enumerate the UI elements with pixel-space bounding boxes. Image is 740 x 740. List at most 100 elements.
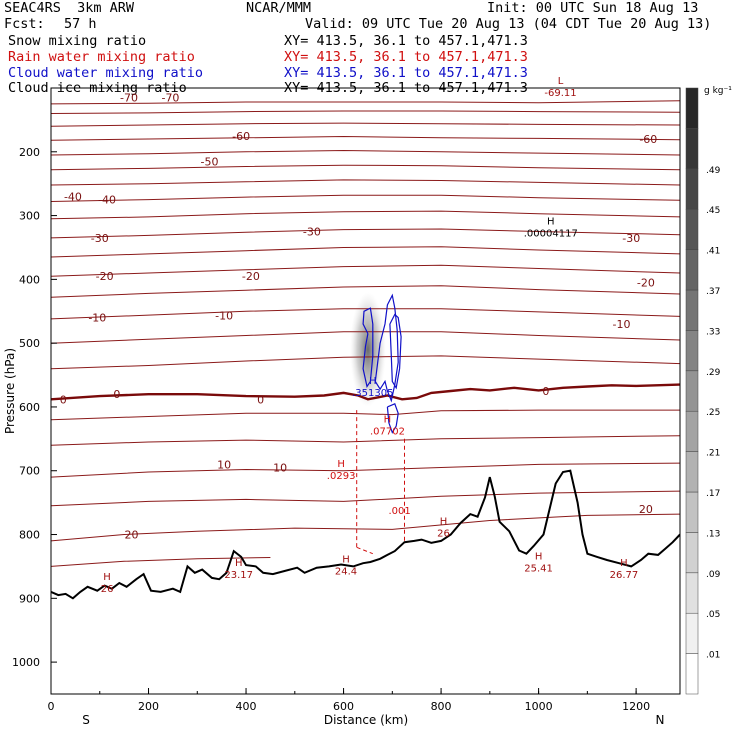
colorbar-label-0: .01 — [706, 651, 720, 661]
colorbar-label-1: .05 — [706, 610, 720, 620]
isotherm-18 — [51, 462, 680, 478]
x-tick-label-3: 600 — [333, 700, 354, 713]
colorbar-cell-2 — [685, 572, 699, 614]
init-time: Init: 00 UTC Sun 18 Aug 13 — [487, 0, 699, 16]
field-name-snow: Snow mixing ratio — [8, 33, 147, 49]
colorbar-cell-11 — [685, 208, 699, 250]
extremum-value-2: .351305 — [352, 388, 393, 399]
extremum-value-10: 25.41 — [524, 563, 553, 574]
colorbar-label-8: .33 — [706, 327, 720, 337]
snow-shading-0 — [349, 292, 386, 407]
isotherm-label-15: -10 — [613, 318, 631, 331]
colorbar-label-11: .45 — [706, 206, 720, 216]
field-xy-cloud-water: XY= 413.5, 36.1 to 457.1,471.3 — [284, 65, 528, 81]
extremum-mark-10: H — [535, 551, 543, 562]
colorbar-label-7: .29 — [706, 368, 721, 378]
isotherm-label-14: -10 — [215, 310, 233, 323]
isotherm-label-18: 0 — [257, 393, 264, 406]
isotherm-20 — [51, 513, 680, 542]
colorbar-cell-4 — [685, 491, 699, 533]
isotherm-19 — [51, 490, 680, 507]
x-tick-label-6: 1200 — [622, 700, 650, 713]
extremum-value-9: 26 — [437, 528, 450, 539]
isotherm-label-13: -10 — [88, 312, 106, 325]
colorbar-label-5: .21 — [706, 449, 720, 459]
extremum-value-1: .00004117 — [524, 229, 578, 240]
isotherm-label-23: 20 — [639, 503, 653, 516]
extremum-mark-0: L — [558, 76, 564, 87]
isotherm-label-17: 0 — [113, 388, 120, 401]
cloud-water-contour-1 — [374, 293, 399, 403]
isotherm-4 — [51, 149, 680, 156]
y-tick-label-0: 200 — [19, 146, 40, 159]
extremum-value-8: 24.4 — [335, 567, 357, 578]
extremum-mark-3: H — [384, 414, 392, 425]
colorbar-cell-7 — [685, 370, 699, 412]
x-axis-label: Distance (km) — [324, 713, 408, 727]
isotherm-17 — [51, 435, 680, 446]
isotherm-label-0: -70 — [120, 92, 138, 105]
north-label: N — [656, 713, 665, 727]
forecast-label: Fcst: — [4, 16, 45, 32]
extremum-value-3: .07702 — [370, 426, 405, 437]
y-tick-label-7: 900 — [19, 592, 40, 605]
extremum-mark-9: H — [440, 516, 448, 527]
isotherm-11 — [51, 264, 680, 277]
y-tick-label-3: 500 — [19, 337, 40, 350]
extremum-value-11: 26.77 — [610, 570, 639, 581]
extremum-mark-8: H — [342, 555, 350, 566]
colorbar-cell-5 — [685, 451, 699, 493]
y-tick-label-6: 800 — [19, 529, 40, 542]
isotherm-10 — [51, 246, 680, 258]
colorbar-label-9: .37 — [706, 287, 720, 297]
isotherm-14 — [51, 331, 680, 344]
cloud-water-contour-0 — [362, 307, 374, 389]
isotherm-1 — [51, 110, 680, 114]
cloud-water-contour-3 — [386, 403, 399, 434]
isotherm-9 — [51, 228, 680, 239]
isotherm-2 — [51, 122, 680, 127]
model-title: SEAC4RS 3km ARW — [4, 0, 135, 16]
isotherm-label-19: 0 — [542, 385, 549, 398]
colorbar-cell-3 — [685, 532, 699, 574]
field-name-cloud-water: Cloud water mixing ratio — [8, 65, 204, 81]
isotherm-label-8: -30 — [303, 226, 321, 239]
colorbar-label-3: .13 — [706, 529, 720, 539]
field-xy-snow: XY= 413.5, 36.1 to 457.1,471.3 — [284, 33, 528, 49]
extremum-value-5: .001 — [388, 506, 410, 517]
isotherm-label-20: 10 — [217, 458, 231, 471]
y-axis-label: Pressure (hPa) — [3, 348, 17, 434]
y-tick-label-5: 700 — [19, 465, 40, 478]
isotherm-21 — [51, 557, 271, 567]
isotherm-label-3: -60 — [639, 133, 657, 146]
extremum-value-7: 23.17 — [224, 570, 253, 581]
y-tick-label-2: 400 — [19, 273, 40, 286]
zero-isotherm — [51, 383, 680, 401]
colorbar-label-10: .41 — [706, 247, 720, 257]
isotherm-label-11: -20 — [242, 270, 260, 283]
isotherm-16 — [51, 409, 680, 421]
colorbar-label-6: .25 — [706, 408, 720, 418]
terrain-line — [51, 469, 680, 600]
colorbar-label-4: .17 — [706, 489, 720, 499]
x-tick-label-1: 200 — [138, 700, 159, 713]
extremum-value-4: .0293 — [327, 471, 356, 482]
isotherm-5 — [51, 164, 680, 171]
colorbar-cell-8 — [685, 330, 699, 372]
colorbar-label-12: .49 — [706, 166, 721, 176]
rain-contour-2 — [356, 546, 373, 555]
x-tick-label-2: 400 — [236, 700, 257, 713]
y-tick-label-1: 300 — [19, 210, 40, 223]
y-tick-label-8: 1000 — [12, 656, 40, 669]
isotherm-label-22: 20 — [124, 529, 138, 542]
y-tick-label-4: 600 — [19, 401, 40, 414]
extremum-mark-1: H — [547, 217, 555, 228]
extremum-value-0: -69.11 — [544, 88, 576, 99]
colorbar-cell-12 — [685, 168, 699, 210]
colorbar-cell-13 — [685, 128, 699, 170]
x-tick-label-4: 800 — [431, 700, 452, 713]
isotherm-12 — [51, 285, 680, 298]
extremum-value-6: 26 — [101, 584, 114, 595]
isotherm-label-5: -40 — [64, 190, 82, 203]
